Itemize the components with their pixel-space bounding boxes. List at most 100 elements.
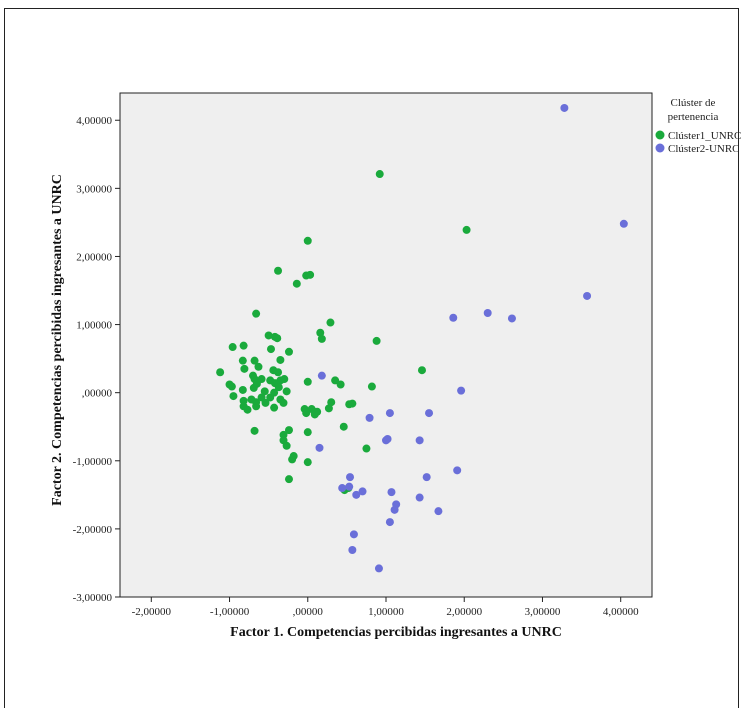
cluster1-point	[250, 426, 259, 435]
legend-label-cluster2: Clúster2-UNRC	[668, 143, 740, 155]
cluster1-point	[302, 409, 311, 418]
cluster1-point	[252, 402, 261, 411]
x-tick-label: 1,00000	[368, 606, 404, 618]
cluster1-point	[362, 444, 371, 453]
cluster2-point	[449, 313, 458, 322]
cluster1-point	[279, 398, 288, 407]
x-tick-label: -2,00000	[132, 606, 172, 618]
cluster2-point	[390, 505, 399, 514]
cluster2-point	[345, 482, 354, 491]
x-axis-title: Factor 1. Competencias percibidas ingres…	[230, 625, 562, 640]
cluster1-point	[303, 377, 312, 386]
cluster1-point	[367, 382, 376, 391]
cluster1-point	[273, 334, 282, 343]
legend-marker-cluster2	[655, 143, 665, 153]
cluster1-point	[284, 426, 293, 435]
cluster1-point	[240, 364, 249, 373]
cluster2-point	[374, 564, 383, 573]
cluster1-point	[284, 475, 293, 484]
cluster2-point	[315, 443, 324, 452]
cluster1-point	[260, 387, 269, 396]
y-tick-label: 3,00000	[76, 183, 112, 195]
cluster2-point	[422, 473, 431, 482]
y-tick-label: 2,00000	[76, 251, 112, 263]
cluster2-point	[560, 103, 569, 112]
cluster1-point	[372, 336, 381, 345]
cluster2-point	[457, 386, 466, 395]
cluster1-point	[316, 328, 325, 337]
cluster2-point	[385, 409, 394, 418]
cluster2-point	[415, 493, 424, 502]
cluster1-point	[417, 366, 426, 375]
cluster2-point	[346, 473, 355, 482]
cluster1-point	[250, 356, 259, 365]
x-tick-label: 2,00000	[446, 606, 482, 618]
y-tick-label: -1,00000	[73, 456, 113, 468]
cluster1-point	[254, 362, 263, 371]
cluster1-point	[274, 383, 283, 392]
cluster1-point	[303, 458, 312, 467]
cluster1-point	[282, 387, 291, 396]
cluster2-point	[507, 314, 516, 323]
cluster1-point	[292, 279, 301, 288]
cluster1-point	[274, 368, 283, 377]
x-tick-label: ,00000	[293, 606, 324, 618]
legend-label-cluster1: Clúster1_UNRC	[668, 130, 741, 142]
cluster1-point	[243, 405, 252, 414]
cluster2-point	[338, 484, 347, 493]
cluster1-point	[225, 380, 234, 389]
x-axis: -2,00000 -1,00000 ,00000 1,00000 2,00000 3,00…	[132, 597, 639, 618]
cluster2-point	[365, 413, 374, 422]
cluster1-point	[264, 331, 273, 340]
cluster1-point	[252, 309, 261, 318]
cluster1-point	[336, 380, 345, 389]
cluster2-point	[352, 490, 361, 499]
cluster1-point	[310, 410, 319, 419]
cluster1-point	[375, 170, 384, 179]
y-axis: -3,00000 -2,00000 -1,00000 ,00000 1,00000 2,0…	[73, 115, 120, 604]
cluster2-point	[358, 487, 367, 496]
cluster1-point	[331, 376, 340, 385]
cluster1-point	[282, 441, 291, 450]
cluster1-point	[317, 334, 326, 343]
cluster1-point	[339, 422, 348, 431]
cluster1-point	[252, 379, 261, 388]
cluster1-point	[303, 236, 312, 245]
cluster1-point	[261, 398, 270, 407]
cluster1-point	[239, 341, 248, 350]
cluster1-point	[462, 225, 471, 234]
cluster1-point	[274, 266, 283, 275]
cluster1-point	[216, 368, 225, 377]
y-tick-label: -3,00000	[73, 592, 113, 604]
legend: Clúster de pertenencia Clúster1_UNRC Clú…	[655, 97, 741, 155]
cluster2-point	[349, 530, 358, 539]
cluster2-point	[434, 507, 443, 516]
cluster1-point	[229, 392, 238, 401]
cluster2-point	[453, 466, 462, 475]
legend-title-line2: pertenencia	[668, 111, 719, 123]
cluster2-point	[415, 436, 424, 445]
cluster2-point	[583, 291, 592, 300]
legend-title-line1: Clúster de	[671, 97, 716, 109]
y-tick-label: 4,00000	[76, 115, 112, 127]
cluster1-point	[238, 356, 247, 365]
cluster1-point	[289, 452, 298, 461]
cluster2-point	[348, 546, 357, 555]
cluster1-point	[326, 318, 335, 327]
cluster2-point	[317, 371, 326, 380]
y-tick-label: -2,00000	[73, 524, 113, 536]
cluster1-point	[238, 385, 247, 394]
cluster1-point	[270, 403, 279, 412]
x-tick-label: -1,00000	[210, 606, 250, 618]
cluster1-point	[266, 345, 275, 354]
x-tick-label: 4,00000	[603, 606, 639, 618]
cluster2-point	[483, 308, 492, 317]
cluster1-point	[306, 270, 315, 279]
cluster1-point	[324, 404, 333, 413]
cluster2-point	[385, 518, 394, 527]
cluster1-point	[266, 393, 275, 402]
cluster1-point	[228, 343, 237, 352]
cluster2-point	[387, 488, 396, 497]
y-tick-label: 1,00000	[76, 320, 112, 332]
